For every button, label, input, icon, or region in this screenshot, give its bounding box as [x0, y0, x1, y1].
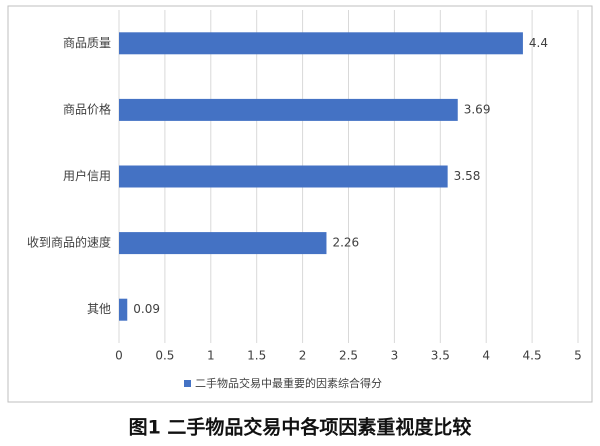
y-tick-label: 商品质量 [63, 35, 111, 50]
value-label: 2.26 [332, 236, 359, 250]
bar [119, 98, 458, 121]
y-tick-label: 其他 [87, 302, 111, 316]
x-tick-label: 0.5 [155, 349, 174, 363]
legend-label: 二手物品交易中最重要的因素综合得分 [195, 376, 382, 390]
legend-swatch [184, 380, 191, 387]
value-label: 4.4 [529, 36, 548, 50]
value-label: 3.69 [464, 102, 491, 116]
x-tick-label: 1 [207, 349, 215, 363]
bar [119, 232, 327, 255]
x-tick-label: 3 [391, 349, 399, 363]
x-tick-label: 3.5 [431, 349, 450, 363]
x-tick-label: 5 [574, 349, 582, 363]
bar [119, 165, 448, 188]
x-tick-label: 4.5 [523, 349, 542, 363]
y-tick-label: 收到商品的速度 [27, 235, 111, 250]
value-label: 0.09 [133, 302, 160, 316]
x-tick-label: 4 [482, 349, 490, 363]
bar [119, 298, 128, 321]
caption: 图1 二手物品交易中各项因素重视度比较 [129, 416, 472, 439]
y-tick-label: 商品价格 [63, 101, 111, 116]
x-tick-label: 1.5 [247, 349, 266, 363]
bar [119, 32, 523, 55]
y-tick-label: 用户信用 [63, 168, 111, 183]
value-label: 3.58 [454, 169, 481, 183]
x-tick-label: 2.5 [339, 349, 358, 363]
x-tick-label: 2 [299, 349, 307, 363]
x-tick-label: 0 [115, 349, 123, 363]
chart-border [7, 5, 593, 403]
